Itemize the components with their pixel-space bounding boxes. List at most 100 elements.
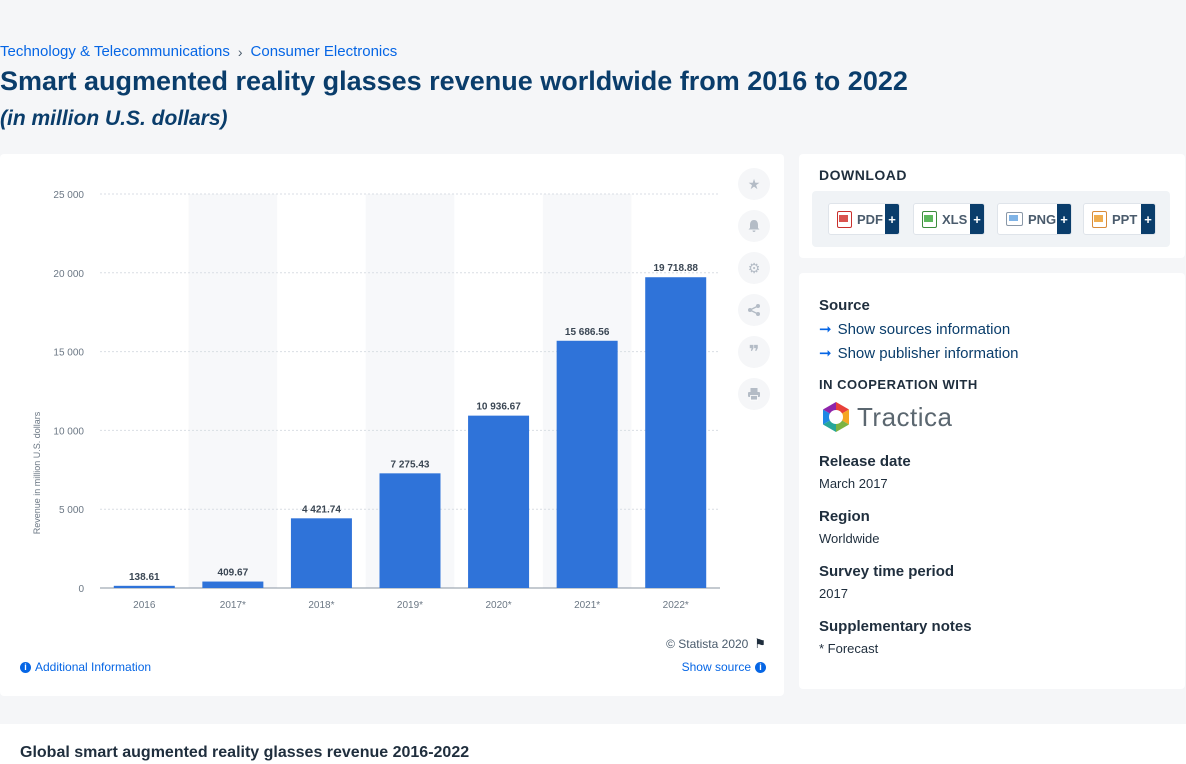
bar-value-label: 4 421.74: [302, 504, 341, 515]
gear-icon: ⚙: [747, 259, 761, 276]
chart-toolbar: ★ ⚙ ❞: [738, 168, 770, 410]
ppt-file-icon: [1092, 210, 1107, 228]
breadcrumb-item-technology[interactable]: Technology & Telecommunications: [0, 43, 230, 60]
region-value: Worldwide: [819, 531, 880, 546]
survey-period-heading: Survey time period: [819, 563, 955, 580]
x-tick-label: 2021*: [574, 600, 600, 611]
chart-card: 0 5 000 10 000 15 000 20 000 25 000 Revenue in…: [0, 154, 784, 696]
related-section: Global smart augmented reality glasses r…: [0, 724, 1186, 764]
page-subtitle: (in million U.S. dollars): [0, 107, 228, 130]
download-ppt-label: PPT: [1112, 211, 1138, 227]
additional-information-label: Additional Information: [35, 660, 152, 674]
related-title: Global smart augmented reality glasses r…: [20, 744, 470, 761]
x-tick-label: 2016: [133, 600, 156, 611]
download-pdf-label: PDF: [857, 211, 883, 227]
release-date-heading: Release date: [819, 453, 911, 470]
bar-value-label: 19 718.88: [653, 263, 698, 274]
download-ppt-button[interactable]: PPT +: [1083, 203, 1156, 235]
bar: [290, 518, 352, 588]
bar: [645, 277, 707, 588]
download-ppt-plus[interactable]: +: [1141, 204, 1155, 234]
x-tick-label: 2020*: [486, 600, 512, 611]
bar: [379, 473, 441, 588]
region-heading: Region: [819, 508, 870, 525]
bar-value-label: 409.67: [218, 568, 249, 579]
download-card: DOWNLOAD PDF + XLS + PNG + PPT +: [799, 154, 1185, 258]
cite-button[interactable]: ❞: [738, 336, 770, 368]
arrow-right-icon: ➞: [819, 345, 832, 362]
supplementary-notes-heading: Supplementary notes: [819, 618, 972, 635]
print-button[interactable]: [738, 378, 770, 410]
share-button[interactable]: [738, 294, 770, 326]
y-tick-label: 15 000: [53, 348, 84, 359]
bar-value-label: 138.61: [129, 572, 160, 583]
show-sources-link[interactable]: ➞ Show sources information: [819, 320, 1011, 339]
y-tick-label: 10 000: [53, 426, 84, 437]
show-publisher-label: Show publisher information: [837, 344, 1019, 362]
x-tick-label: 2017*: [220, 600, 246, 611]
copyright-text: © Statista 2020: [666, 637, 749, 651]
show-publisher-link[interactable]: ➞ Show publisher information: [819, 344, 1019, 363]
download-xls-button[interactable]: XLS +: [913, 203, 985, 235]
x-tick-label: 2019*: [397, 600, 423, 611]
bell-icon: [748, 220, 760, 232]
top-bar: [0, 0, 1186, 36]
download-pdf-plus[interactable]: +: [885, 204, 899, 234]
release-date-value: March 2017: [819, 476, 888, 491]
breadcrumb-item-consumer-electronics[interactable]: Consumer Electronics: [250, 43, 398, 60]
quote-icon: ❞: [748, 341, 760, 362]
supplementary-notes-value: * Forecast: [819, 641, 879, 656]
download-heading: DOWNLOAD: [819, 167, 907, 183]
favorite-button[interactable]: ★: [738, 168, 770, 200]
page-title: Smart augmented reality glasses revenue …: [0, 66, 908, 96]
download-xls-plus[interactable]: +: [970, 204, 984, 234]
y-tick-label: 25 000: [53, 190, 84, 201]
bar-chart: 0 5 000 10 000 15 000 20 000 25 000 Revenue in…: [32, 190, 720, 611]
png-file-icon: [1006, 212, 1023, 226]
statistic-details-card: Source ➞ Show sources information ➞ Show…: [799, 273, 1185, 689]
x-tick-label: 2022*: [663, 600, 689, 611]
bar-value-label: 7 275.43: [391, 459, 430, 470]
download-xls-label: XLS: [942, 211, 968, 227]
category-band: [188, 194, 278, 588]
tractica-logo-text: Tractica: [857, 401, 953, 432]
additional-information-link[interactable]: i Additional Information: [20, 660, 151, 674]
bar: [113, 585, 175, 588]
show-source-label: Show source: [681, 660, 751, 674]
x-tick-label: 2018*: [308, 600, 334, 611]
download-pdf-button[interactable]: PDF +: [828, 203, 900, 235]
survey-period-value: 2017: [819, 586, 848, 601]
y-tick-label: 20 000: [53, 269, 84, 280]
bar: [202, 581, 264, 588]
flag-icon[interactable]: ⚑: [754, 636, 766, 651]
y-tick-label: 5 000: [59, 505, 84, 516]
chevron-right-icon: ›: [237, 43, 243, 60]
info-icon: i: [20, 661, 31, 673]
cooperation-heading: IN COOPERATION WITH: [819, 377, 978, 392]
breadcrumb: Technology & Telecommunications › Consum…: [0, 43, 397, 60]
bar: [556, 340, 618, 588]
source-heading: Source: [819, 297, 870, 314]
star-icon: ★: [747, 175, 761, 192]
notification-button[interactable]: [738, 210, 770, 242]
copyright: © Statista 2020 ⚑: [666, 636, 766, 652]
y-axis-label: Revenue in million U.S. dollars: [32, 411, 42, 534]
pdf-file-icon: [837, 210, 852, 228]
download-options: PDF + XLS + PNG + PPT +: [812, 191, 1170, 247]
show-source-link[interactable]: Show source i: [682, 660, 766, 674]
download-png-plus[interactable]: +: [1057, 204, 1071, 234]
print-icon: [748, 388, 760, 401]
download-png-label: PNG: [1028, 211, 1057, 227]
bar-value-label: 15 686.56: [565, 327, 610, 338]
show-sources-label: Show sources information: [837, 320, 1011, 338]
tractica-logo: Tractica: [819, 400, 953, 434]
download-png-button[interactable]: PNG +: [997, 203, 1072, 235]
bar-value-label: 10 936.67: [476, 402, 521, 413]
share-icon: [748, 304, 760, 316]
settings-button[interactable]: ⚙: [738, 252, 770, 284]
bar: [468, 415, 530, 588]
arrow-right-icon: ➞: [819, 321, 832, 338]
y-tick-label: 0: [78, 584, 84, 595]
info-icon: i: [755, 661, 766, 673]
tractica-logo-mark: [823, 402, 849, 432]
